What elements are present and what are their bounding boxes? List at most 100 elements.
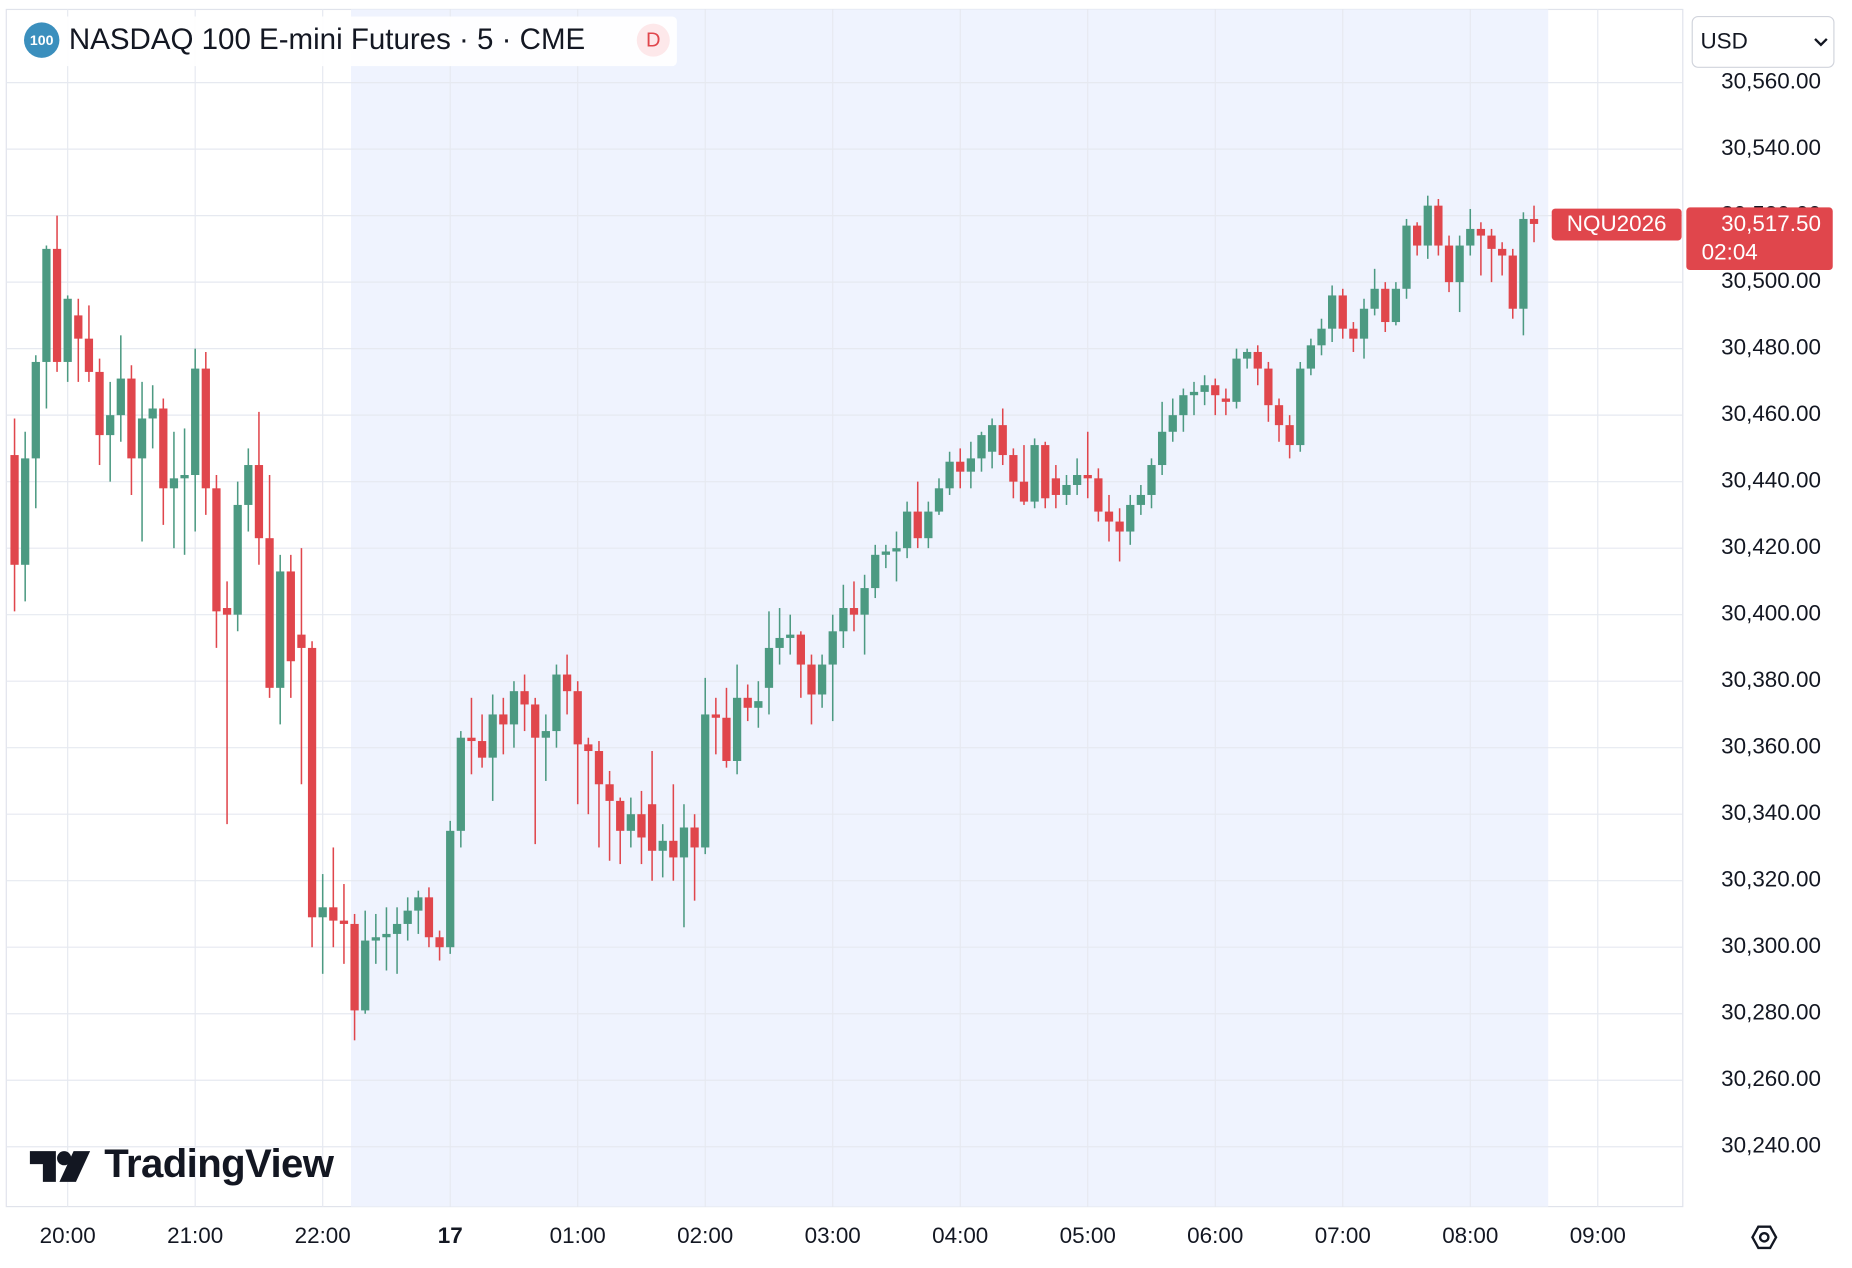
candle-body <box>42 248 51 362</box>
candle-body <box>775 637 784 648</box>
candle-body <box>860 588 869 615</box>
candle-body <box>1157 431 1167 466</box>
candle-body <box>1328 295 1337 329</box>
candle-body <box>1221 398 1231 402</box>
x-tick-label: 17 <box>438 1223 463 1248</box>
settings-icon[interactable] <box>1751 1225 1778 1250</box>
candle-body <box>233 504 242 615</box>
candle-body <box>1009 455 1018 482</box>
candle-body <box>786 634 795 638</box>
candle-body <box>562 674 572 692</box>
legend-background <box>12 16 677 67</box>
candle-body <box>1211 385 1220 396</box>
candle-body <box>435 937 444 948</box>
x-tick-label: 04:00 <box>932 1223 988 1248</box>
candle-body <box>1423 205 1432 246</box>
candle-body <box>1030 445 1039 502</box>
candle-body <box>892 548 901 552</box>
candle-body <box>573 691 582 745</box>
candle-body <box>339 920 349 924</box>
candle-body <box>669 840 678 858</box>
candle-body <box>902 511 912 549</box>
symbol-label-background <box>1551 208 1682 241</box>
candle-body <box>732 697 742 761</box>
candle-body <box>1104 511 1114 522</box>
candle-body <box>1317 328 1326 346</box>
candle-body <box>244 465 253 505</box>
candle-body <box>605 784 614 801</box>
candle-body <box>690 827 699 848</box>
y-tick-label: 30,380.00 <box>1721 667 1821 692</box>
y-tick-label: 30,560.00 <box>1721 69 1821 94</box>
candle-body <box>616 800 625 831</box>
candle-body <box>1264 368 1273 406</box>
candle-body <box>1285 425 1294 446</box>
candle-body <box>1126 504 1135 532</box>
candle-body <box>754 701 763 708</box>
candle-body <box>84 338 94 372</box>
candle-body <box>1243 351 1252 359</box>
candle-body <box>1306 345 1316 369</box>
x-tick-label: 02:00 <box>677 1223 733 1248</box>
candle-body <box>350 923 359 1011</box>
candle-body <box>201 368 210 489</box>
y-tick-label: 30,300.00 <box>1721 933 1821 958</box>
x-tick-label: 06:00 <box>1187 1223 1243 1248</box>
candle-body <box>764 647 774 688</box>
y-tick-label: 30,340.00 <box>1721 800 1821 825</box>
candles <box>10 195 1539 1041</box>
candle-body <box>637 814 646 838</box>
candle-body <box>1253 351 1262 369</box>
candle-body <box>1094 478 1103 512</box>
candle-body <box>1136 494 1146 505</box>
candle-body <box>276 571 285 688</box>
candle-body <box>1476 228 1486 236</box>
candle-body <box>701 714 710 848</box>
currency-label[interactable]: USD <box>1700 28 1747 53</box>
candle-body <box>1444 245 1454 283</box>
y-tick-label: 30,480.00 <box>1721 335 1821 360</box>
y-tick-label: 30,400.00 <box>1721 601 1821 626</box>
candle-body <box>222 608 232 615</box>
candle-body <box>52 248 62 362</box>
candle-body <box>265 538 274 688</box>
candle-body <box>371 937 380 941</box>
candle-body <box>1147 465 1156 495</box>
y-tick-label: 30,260.00 <box>1721 1066 1821 1091</box>
candle-body <box>456 737 465 831</box>
currency-select[interactable] <box>1691 15 1835 68</box>
candle-body <box>987 425 997 452</box>
candle-body <box>1083 475 1092 479</box>
last-price-background <box>1686 207 1833 270</box>
candle-body <box>1487 235 1496 249</box>
x-tick-label: 05:00 <box>1060 1223 1116 1248</box>
candle-body <box>849 608 859 615</box>
candle-body <box>817 664 827 695</box>
chart-title: NASDAQ 100 E-mini Futures · 5 · CME <box>69 23 585 56</box>
candle-body <box>839 608 848 632</box>
candle-body <box>584 744 593 752</box>
candle-body <box>191 368 200 476</box>
candle-body <box>1391 288 1401 323</box>
candle-body <box>1274 405 1284 426</box>
candle-body <box>329 907 338 921</box>
price-labels: NQU2026 30,517.50 02:04 <box>1551 207 1833 270</box>
candle-body <box>1349 328 1358 339</box>
candle-body <box>924 511 933 539</box>
candle-body <box>552 674 561 732</box>
candle-body <box>95 371 104 436</box>
candle-body <box>807 664 816 695</box>
candle-body <box>148 408 157 419</box>
candle-body <box>1072 475 1082 485</box>
candle-body <box>21 458 30 565</box>
chevron-icon[interactable] <box>1814 38 1828 47</box>
candle-body <box>392 923 402 934</box>
candle-body <box>424 897 434 938</box>
y-tick-label: 30,440.00 <box>1721 468 1821 493</box>
candle-body <box>1296 368 1305 446</box>
x-tick-label: 03:00 <box>805 1223 861 1248</box>
candle-body <box>1115 521 1124 532</box>
y-tick-label: 30,420.00 <box>1721 534 1821 559</box>
candle-body <box>743 697 752 708</box>
x-tick-label: 22:00 <box>295 1223 351 1248</box>
